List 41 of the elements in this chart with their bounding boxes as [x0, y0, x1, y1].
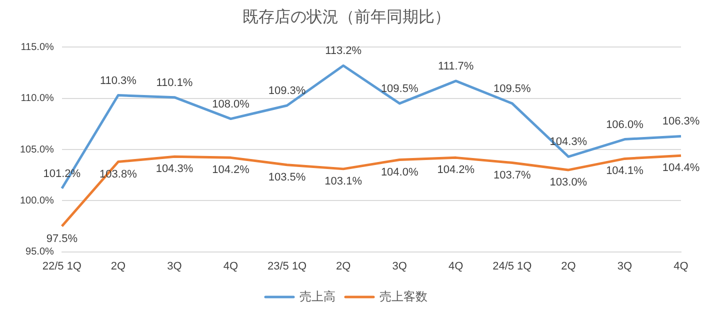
x-tick-label: 4Q: [674, 260, 689, 272]
data-label: 104.2%: [437, 164, 475, 176]
x-tick-label: 4Q: [223, 260, 239, 272]
data-label: 103.0%: [550, 176, 588, 188]
data-label: 104.4%: [662, 162, 700, 174]
y-tick-label: 100.0%: [20, 195, 54, 206]
data-label: 104.3%: [156, 163, 194, 176]
x-tick-label: 23/5 1Q: [267, 260, 308, 272]
x-tick-label: 2Q: [110, 260, 126, 272]
data-label: 103.7%: [494, 169, 532, 182]
data-label: 104.0%: [380, 166, 418, 178]
y-tick-label: 115.0%: [20, 42, 54, 53]
data-label: 106.0%: [606, 118, 644, 131]
data-label: 103.1%: [324, 175, 362, 188]
data-label: 109.3%: [268, 85, 306, 98]
x-tick-label: 22/5 1Q: [42, 260, 82, 272]
data-label: 113.2%: [325, 45, 362, 58]
x-tick-label: 3Q: [392, 260, 408, 272]
data-label: 104.1%: [606, 165, 644, 178]
data-label: 110.3%: [100, 74, 137, 87]
data-label: 110.1%: [156, 76, 193, 89]
data-label: 106.3%: [662, 116, 700, 128]
y-tick-label: 95.0%: [26, 246, 54, 258]
x-tick-label: 4Q: [448, 260, 464, 272]
y-tick-label: 110.0%: [20, 93, 54, 104]
data-label: 109.5%: [380, 82, 418, 95]
legend-label: 売上客数: [380, 289, 428, 304]
data-label: 108.0%: [212, 98, 250, 110]
y-tick-label: 105.0%: [20, 144, 54, 156]
legend-label: 売上高: [300, 289, 336, 304]
x-tick-label: 2Q: [561, 260, 576, 272]
data-label: 111.7%: [438, 60, 474, 72]
data-label: 103.5%: [268, 171, 306, 184]
chart-title: 既存店の状況（前年同期比）: [242, 8, 450, 26]
data-label: 97.5%: [46, 232, 78, 245]
x-tick-label: 3Q: [167, 260, 182, 272]
data-label: 104.2%: [212, 164, 250, 176]
x-tick-label: 3Q: [617, 260, 632, 272]
data-label: 109.5%: [494, 82, 532, 95]
x-tick-label: 2Q: [336, 260, 352, 272]
x-tick-label: 24/5 1Q: [492, 260, 532, 272]
